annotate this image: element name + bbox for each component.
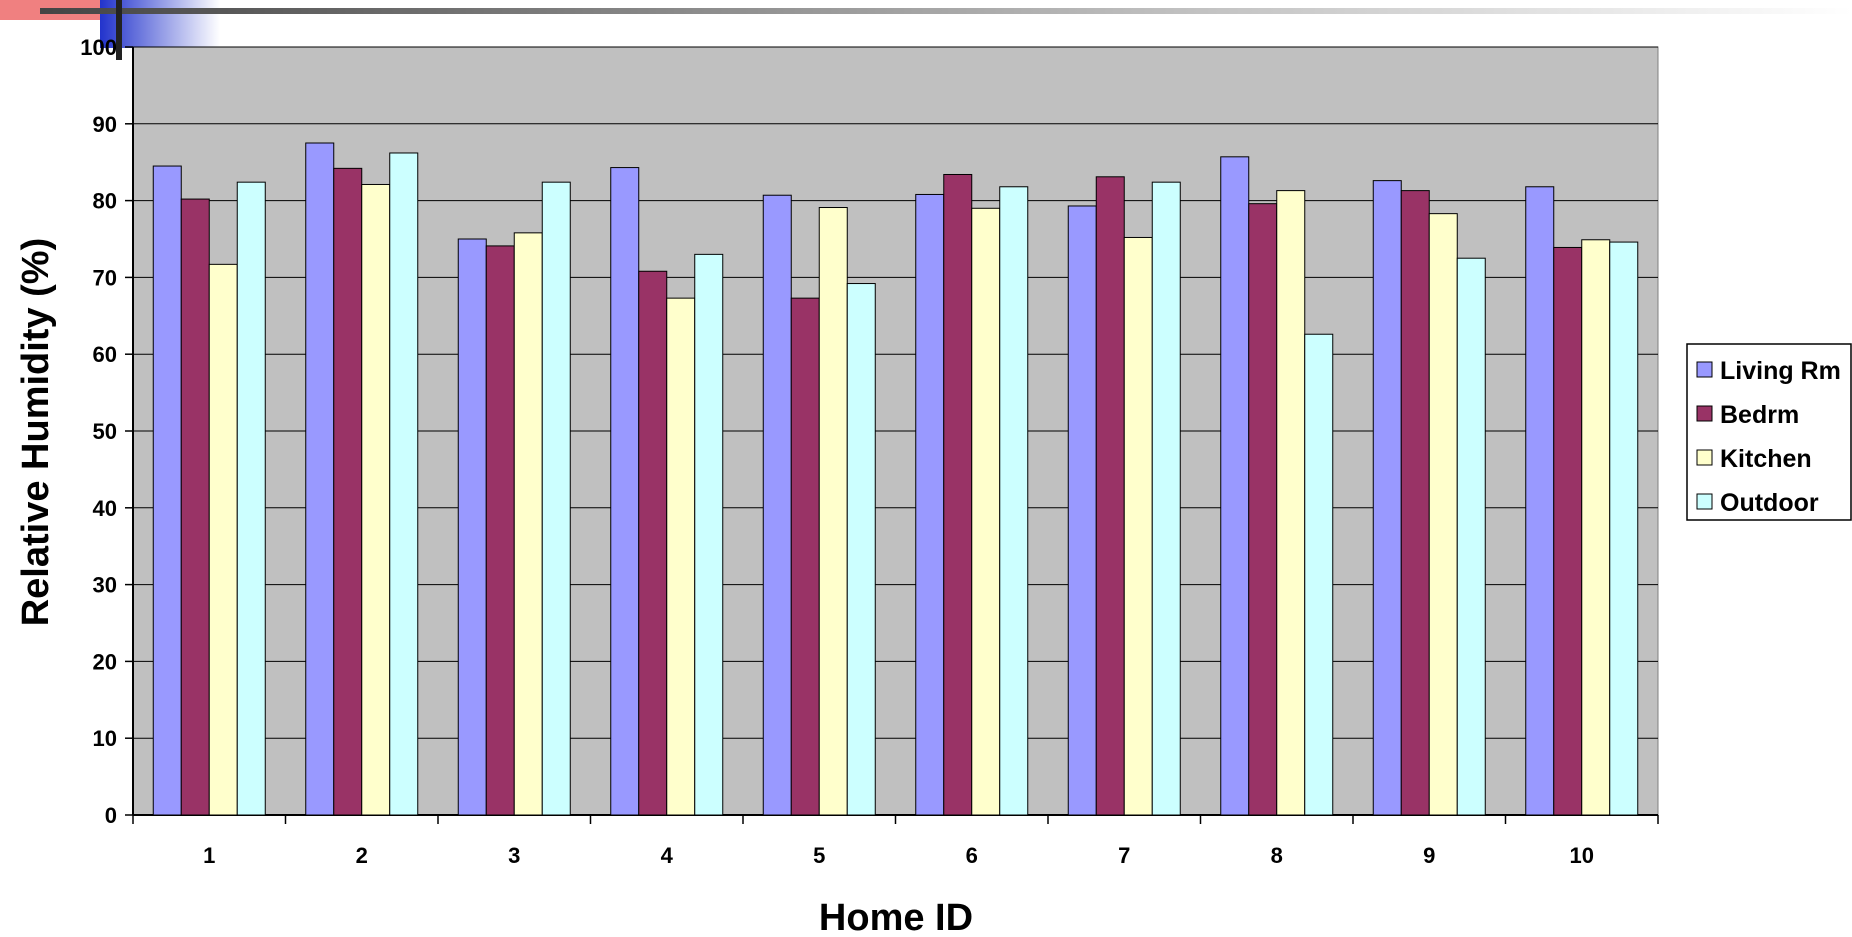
x-axis-title: Home ID <box>819 897 973 937</box>
bar-kitchen-home-8 <box>1276 190 1306 816</box>
bar-bedrm-home-10 <box>1553 246 1583 816</box>
x-tick-label: 8 <box>1271 843 1283 868</box>
bar-outdoor-home-6 <box>999 186 1029 816</box>
bar-kitchen-home-10 <box>1581 239 1611 816</box>
bar-outdoor-home-8 <box>1304 333 1334 816</box>
bar-kitchen-home-6 <box>971 207 1001 816</box>
x-tick-label: 10 <box>1570 843 1594 868</box>
x-tick-label: 9 <box>1423 843 1435 868</box>
bar-bedrm-home-5 <box>790 297 820 816</box>
bar-outdoor-home-4 <box>694 253 724 816</box>
bar-outdoor-home-9 <box>1456 257 1486 816</box>
x-tick-label: 2 <box>356 843 368 868</box>
legend-label-living-rm: Living Rm <box>1720 357 1841 385</box>
legend-label-kitchen: Kitchen <box>1720 445 1812 473</box>
bar-bedrm-home-3 <box>485 245 515 816</box>
legend-swatch-kitchen <box>1696 449 1713 466</box>
y-tick-label: 70 <box>93 265 117 290</box>
y-tick-label: 20 <box>93 649 117 674</box>
y-tick-label: 30 <box>93 573 117 598</box>
bar-living-rm-home-4 <box>610 167 640 816</box>
legend-swatch-living-rm <box>1696 361 1713 378</box>
bar-kitchen-home-2 <box>361 183 391 816</box>
bar-outdoor-home-2 <box>389 152 419 816</box>
bar-bedrm-home-7 <box>1095 176 1125 816</box>
bar-living-rm-home-1 <box>152 165 182 816</box>
header-vertical-line <box>116 0 122 60</box>
y-tick-label: 0 <box>105 803 117 828</box>
bar-kitchen-home-7 <box>1123 236 1153 816</box>
x-tick-label: 4 <box>661 843 674 868</box>
bar-living-rm-home-3 <box>457 238 487 816</box>
x-tick-label: 7 <box>1118 843 1130 868</box>
bar-outdoor-home-7 <box>1151 181 1181 816</box>
bar-living-rm-home-10 <box>1525 186 1555 816</box>
bar-living-rm-home-9 <box>1372 180 1402 816</box>
bar-kitchen-home-1 <box>208 263 238 816</box>
x-tick-label: 1 <box>203 843 215 868</box>
y-tick-label: 50 <box>93 419 117 444</box>
bar-outdoor-home-3 <box>541 181 571 816</box>
bar-bedrm-home-4 <box>638 270 668 816</box>
y-tick-label: 40 <box>93 496 117 521</box>
y-tick-label: 80 <box>93 189 117 214</box>
y-tick-label: 60 <box>93 342 117 367</box>
bar-kitchen-home-9 <box>1428 213 1458 816</box>
legend-box <box>1686 343 1852 521</box>
bar-bedrm-home-2 <box>333 167 363 816</box>
bar-living-rm-home-7 <box>1067 205 1097 816</box>
legend-label-outdoor: Outdoor <box>1720 489 1819 517</box>
slide-header-decoration <box>0 0 1852 60</box>
bar-bedrm-home-1 <box>180 198 210 816</box>
legend-swatch-bedrm <box>1696 405 1713 422</box>
legend-label-bedrm: Bedrm <box>1720 401 1799 429</box>
bar-kitchen-home-4 <box>666 297 696 816</box>
header-gray-line <box>40 8 1852 14</box>
y-axis-title: Relative Humidity (%) <box>15 238 57 627</box>
bar-living-rm-home-5 <box>762 194 792 816</box>
bar-outdoor-home-5 <box>846 283 876 816</box>
x-tick-label: 6 <box>966 843 978 868</box>
x-tick-label: 5 <box>813 843 825 868</box>
bar-living-rm-home-6 <box>915 193 945 816</box>
y-tick-label: 90 <box>93 112 117 137</box>
bar-living-rm-home-2 <box>305 142 335 816</box>
legend-swatch-outdoor <box>1696 493 1713 510</box>
bar-bedrm-home-8 <box>1248 203 1278 816</box>
bar-outdoor-home-10 <box>1609 241 1639 816</box>
bar-outdoor-home-1 <box>236 181 266 816</box>
bar-living-rm-home-8 <box>1220 156 1250 816</box>
bar-kitchen-home-5 <box>818 207 848 816</box>
y-tick-label: 10 <box>93 726 117 751</box>
bar-bedrm-home-9 <box>1400 190 1430 816</box>
x-tick-label: 3 <box>508 843 520 868</box>
bar-bedrm-home-6 <box>943 173 973 816</box>
y-tick-label: 100 <box>80 35 117 60</box>
bar-kitchen-home-3 <box>513 232 543 816</box>
